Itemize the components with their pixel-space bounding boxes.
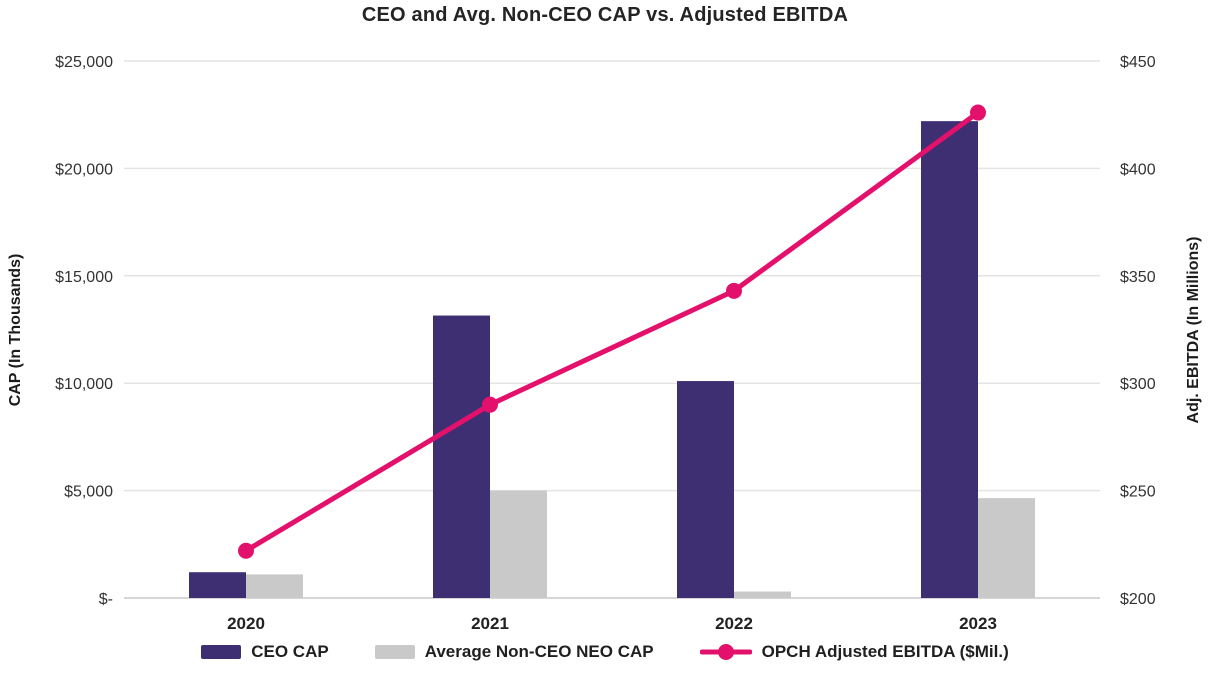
x-axis-label-2020: 2020	[227, 614, 265, 633]
x-axis-label-2022: 2022	[715, 614, 753, 633]
legend-item-ebitda: OPCH Adjusted EBITDA ($Mil.)	[699, 642, 1009, 662]
left-axis-tick-label: $5,000	[64, 484, 113, 501]
ebitda-point-2021	[482, 396, 498, 413]
bar-ceo-cap-2021	[433, 315, 490, 598]
legend-label-non-ceo-cap: Average Non-CEO NEO CAP	[424, 642, 654, 661]
bar-ceo-cap-2022	[677, 381, 734, 598]
chart-title: CEO and Avg. Non-CEO CAP vs. Adjusted EB…	[361, 4, 849, 26]
bar-avg-non-ceo-cap-2023	[978, 498, 1035, 598]
ceo-cap-swatch-rect	[201, 645, 242, 659]
bar-ceo-cap-2023	[921, 121, 978, 599]
left-axis-tick-label: $25,000	[55, 54, 113, 71]
left-axis-tick-label: $-	[99, 591, 113, 608]
non-ceo-cap-swatch	[374, 645, 415, 659]
left-axis-tick-label: $15,000	[55, 269, 113, 286]
ebitda-line-marker	[699, 644, 752, 660]
legend-label-ebitda: OPCH Adjusted EBITDA ($Mil.)	[761, 642, 1009, 661]
right-axis-tick-label: $300	[1120, 376, 1156, 393]
ebitda-line	[243, 110, 981, 554]
ebitda-point-2020	[238, 542, 254, 559]
left-axis-tick-label: $10,000	[55, 376, 113, 393]
right-axis-tick-label: $350	[1120, 269, 1156, 286]
bar-avg-non-ceo-cap-2021	[490, 490, 547, 598]
right-axis-tick-label: $200	[1120, 591, 1156, 608]
ceo-cap-swatch	[201, 645, 242, 659]
x-axis-label-2023: 2023	[959, 614, 997, 633]
right-axis-tick-label: $450	[1120, 54, 1156, 71]
legend: CEO CAP Average Non-CEO NEO CAP OPCH Adj…	[0, 642, 1210, 662]
right-axis-tick-label: $400	[1120, 161, 1156, 178]
non-ceo-cap-swatch-rect	[374, 645, 415, 659]
bar-avg-non-ceo-cap-2020	[246, 574, 303, 598]
right-axis-tick-label: $250	[1120, 484, 1156, 501]
bar-avg-non-ceo-cap-2022	[734, 591, 791, 598]
ebitda-point-2023	[970, 104, 986, 121]
bar-ceo-cap-2020	[189, 572, 246, 598]
legend-item-non-ceo-cap: Average Non-CEO NEO CAP	[374, 642, 654, 662]
ebitda-point-2022	[726, 282, 742, 299]
legend-label-ceo-cap: CEO CAP	[251, 642, 329, 661]
legend-item-ceo-cap: CEO CAP	[201, 642, 329, 662]
x-axis-label-2021: 2021	[471, 614, 509, 633]
right-axis-title: Adj. EBITDA (In Millions)	[1185, 236, 1202, 424]
ebitda-marker-dot	[717, 644, 734, 660]
left-axis-tick-label: $20,000	[55, 161, 113, 178]
